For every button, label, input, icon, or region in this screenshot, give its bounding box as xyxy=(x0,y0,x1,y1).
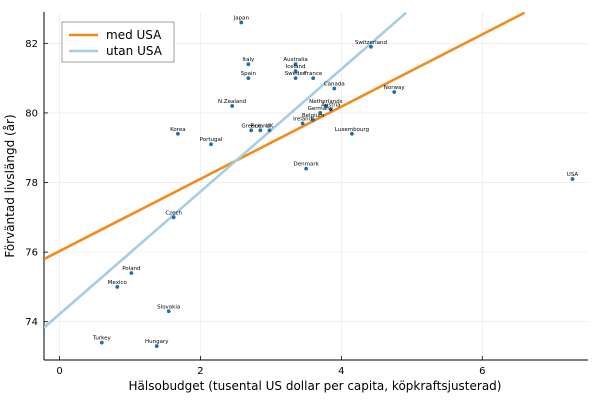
point-label-switzerland: Switzerland xyxy=(355,40,387,46)
regression-lines xyxy=(44,12,526,329)
point-label-ireland: Ireland xyxy=(293,116,312,122)
y-tick-label: 78 xyxy=(25,178,38,189)
point-italy xyxy=(246,62,251,67)
point-netherlands xyxy=(323,104,328,108)
point-mexico xyxy=(115,285,120,289)
point-label-finland: Finland xyxy=(251,123,271,129)
point-label-canada: Canada xyxy=(324,82,345,88)
point-label-luxembourg: Luxembourg xyxy=(335,127,369,133)
point-slovakia xyxy=(166,309,171,314)
tick-labels: 0 2 4 6 74 76 78 80 82 xyxy=(25,39,485,377)
grid xyxy=(44,12,588,360)
legend-box xyxy=(61,21,175,63)
point-label-netherlands: Netherlands xyxy=(309,99,343,105)
legend-label-utan-usa: utan USA xyxy=(106,44,163,58)
point-greece xyxy=(249,128,254,133)
point-label-norway: Norway xyxy=(384,85,406,91)
point-label-australia: Australia xyxy=(283,57,307,63)
point-label-usa: USA xyxy=(567,172,579,178)
point-label-france: France xyxy=(304,71,323,77)
point-sweden xyxy=(293,76,298,81)
point-label-belgium: Belgium xyxy=(302,113,325,119)
point-label-korea: Korea xyxy=(170,127,186,133)
point-luxembourg xyxy=(350,131,354,136)
point-label-turkey: Turkey xyxy=(92,336,112,342)
point-label-sweden: Sweden xyxy=(285,71,307,77)
point-label-slovakia: Slovakia xyxy=(157,304,180,310)
point-canada xyxy=(332,86,337,91)
point-label-n-zealand: N.Zealand xyxy=(218,99,246,105)
y-tick-label: 82 xyxy=(25,39,38,50)
point-france xyxy=(311,76,316,81)
point-portugal xyxy=(209,142,213,147)
point-label-mexico: Mexico xyxy=(108,280,128,286)
point-australia xyxy=(293,62,298,67)
y-tick-label: 80 xyxy=(25,108,38,119)
point-czech xyxy=(171,215,176,220)
point-belgium xyxy=(311,117,316,122)
point-label-hungary: Hungary xyxy=(145,339,169,345)
series-line-med-usa xyxy=(44,12,526,261)
point-poland xyxy=(129,271,134,275)
point-label-uk: UK xyxy=(266,123,274,129)
x-tick-label: 2 xyxy=(197,366,203,377)
point-label-denmark: Denmark xyxy=(293,162,319,168)
point-usa xyxy=(570,177,575,181)
point-label-germany: Germany xyxy=(308,106,334,112)
point-turkey xyxy=(99,340,104,345)
point-label-spain: Spain xyxy=(241,71,257,77)
point-finland xyxy=(258,128,263,133)
point-label-portugal: Portugal xyxy=(200,137,223,143)
point-label-greece: Greece xyxy=(241,123,261,129)
point-label-czech: Czech xyxy=(165,210,182,216)
point-spain xyxy=(246,76,251,81)
y-axis-label: Förväntad livslängd (år) xyxy=(3,114,17,257)
axes xyxy=(43,12,588,361)
point-hungary xyxy=(154,344,159,348)
y-tick-label: 74 xyxy=(25,317,38,328)
point-switzerland xyxy=(369,44,373,49)
point-germany xyxy=(318,111,323,115)
point-japan xyxy=(239,20,244,25)
series-line-utan-usa xyxy=(44,12,408,329)
x-axis-label: Hälsobudget (tusental US dollar per capi… xyxy=(129,379,502,393)
legend-label-med-usa: med USA xyxy=(106,28,162,42)
point-austria xyxy=(328,107,333,112)
legend: med USA utan USA xyxy=(61,21,175,63)
x-tick-label: 4 xyxy=(338,366,344,377)
point-n-zealand xyxy=(230,104,235,108)
point-denmark xyxy=(304,166,309,171)
point-ireland xyxy=(300,121,305,126)
y-tick-label: 76 xyxy=(25,248,38,259)
point-label-austria: Austria xyxy=(321,102,340,108)
point-norway xyxy=(392,90,397,94)
point-label-japan: Japan xyxy=(233,15,250,21)
x-tick-label: 6 xyxy=(479,366,485,377)
point-iceland xyxy=(293,69,298,74)
point-uk xyxy=(267,128,272,133)
point-label-poland: Poland xyxy=(122,266,140,272)
point-label-iceland: Iceland xyxy=(286,64,306,70)
x-tick-label: 0 xyxy=(56,366,62,377)
point-korea xyxy=(175,131,180,136)
point-label-italy: Italy xyxy=(242,57,255,63)
